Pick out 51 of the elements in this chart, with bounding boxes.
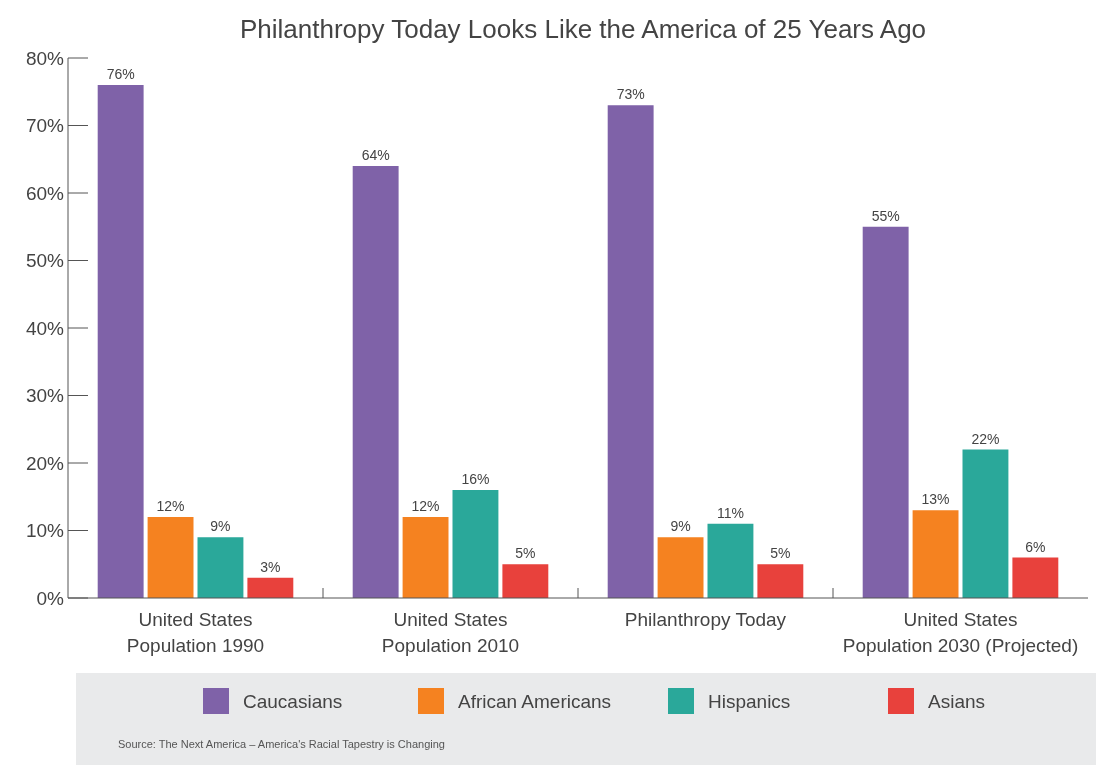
legend-label: African Americans: [458, 690, 612, 712]
data-label: 12%: [156, 498, 185, 514]
legend-label: Caucasians: [243, 690, 343, 712]
bar: [402, 517, 449, 598]
x-tick-label: United States Population 1990: [126, 609, 265, 656]
source-note: Source: The Next America – America's Racial Tapestry is Changing: [118, 738, 445, 750]
data-label: 76%: [106, 66, 135, 82]
chart-title: Philanthropy Today Looks Like the America of 25 Years Ago: [239, 14, 927, 44]
bar: [1012, 557, 1059, 598]
y-tick-label: 0%: [36, 587, 65, 609]
bar: [707, 523, 754, 598]
bar: [147, 517, 194, 598]
data-label: 9%: [210, 518, 231, 535]
bar: [862, 226, 909, 598]
data-label: 16%: [461, 471, 490, 487]
legend-label: Hispanics: [708, 690, 791, 712]
bar: [247, 577, 294, 598]
y-tick-label: 80%: [25, 47, 65, 69]
data-label: 73%: [616, 86, 645, 103]
y-tick-label: 70%: [25, 115, 65, 137]
data-label: 13%: [921, 491, 950, 508]
data-label: 12%: [411, 498, 440, 514]
legend-label: Asians: [928, 690, 986, 712]
bar: [607, 105, 654, 598]
y-tick-label: 10%: [25, 520, 65, 542]
data-label: 3%: [260, 558, 281, 575]
bar: [197, 537, 244, 598]
y-tick-label: 20%: [25, 452, 65, 474]
bar: [757, 564, 804, 598]
bar: [97, 85, 144, 598]
data-label: 5%: [515, 545, 536, 562]
x-tick-label: Philanthropy Today: [624, 609, 787, 630]
data-label: 9%: [670, 518, 691, 535]
bar: [352, 166, 399, 598]
bar: [657, 537, 704, 598]
bar: [502, 564, 549, 598]
y-tick-label: 40%: [25, 317, 65, 339]
data-label: 6%: [1025, 538, 1046, 555]
data-label: 5%: [770, 545, 791, 562]
bar: [912, 510, 959, 598]
data-label: 11%: [716, 504, 744, 521]
bar: [962, 449, 1009, 598]
x-tick-label: United States Population 2010: [381, 609, 520, 656]
x-tick-label: United States Population 2030 (Projected): [842, 609, 1079, 656]
bar: [452, 490, 499, 598]
data-label: 55%: [871, 207, 900, 224]
y-tick-label: 50%: [25, 250, 65, 272]
y-tick-label: 60%: [25, 182, 65, 204]
data-label: 64%: [361, 147, 390, 163]
y-tick-label: 30%: [25, 385, 65, 407]
data-label: 22%: [971, 430, 1000, 447]
